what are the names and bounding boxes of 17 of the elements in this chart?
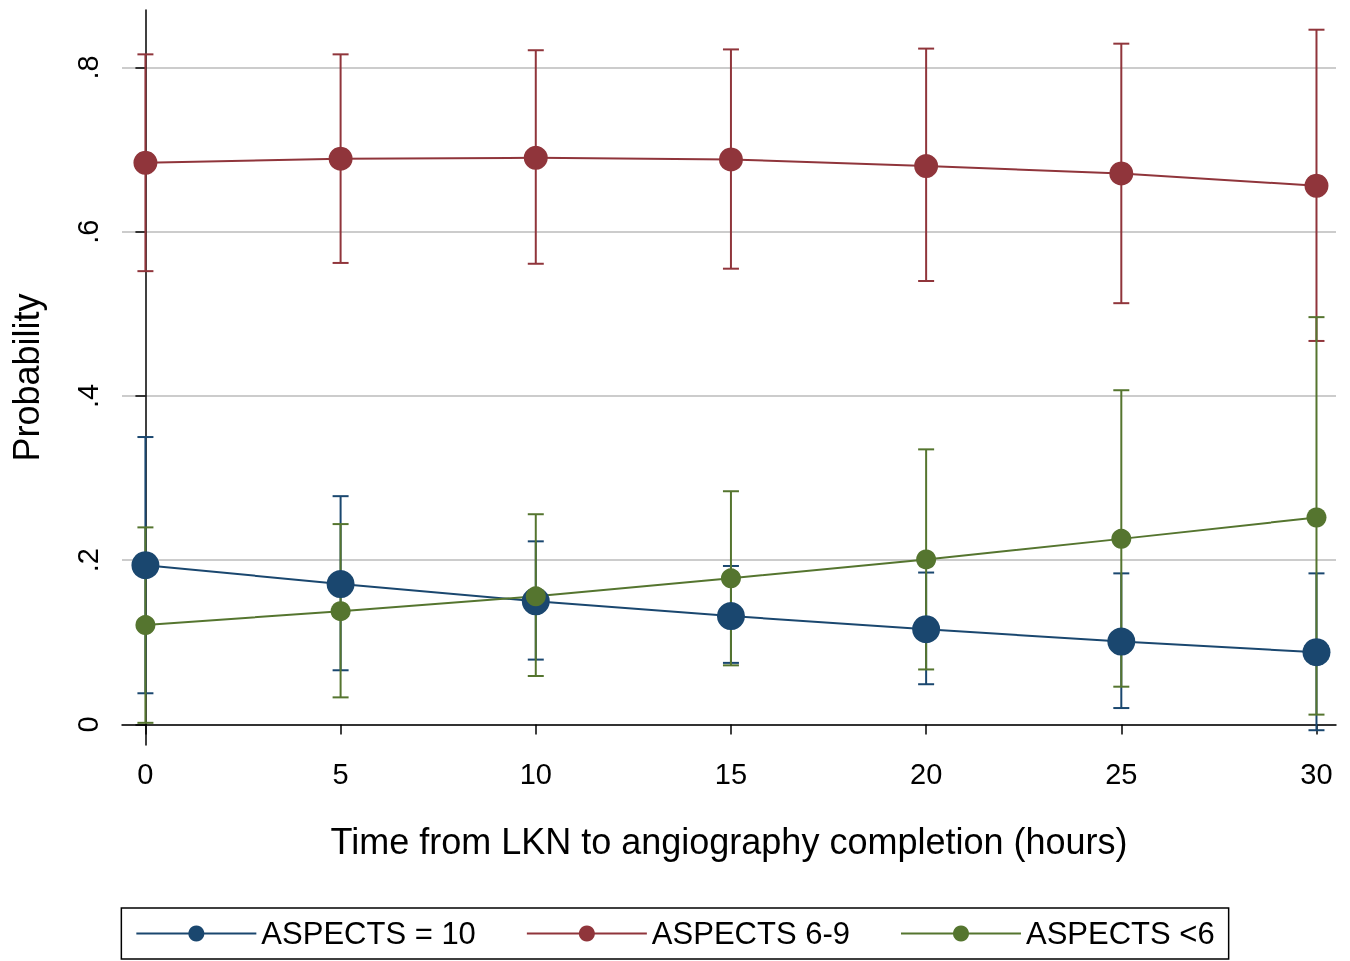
x-tick-label: 30 <box>1300 757 1333 790</box>
legend-label: ASPECTS <6 <box>1025 916 1215 951</box>
x-tick-label: 25 <box>1105 757 1138 790</box>
x-tick-label: 20 <box>910 757 943 790</box>
y-tick-label: .2 <box>71 548 104 573</box>
x-axis-title: Time from LKN to angiography completion (hours) <box>330 820 1128 862</box>
legend-label: ASPECTS 6-9 <box>651 916 850 951</box>
x-tick-label: 15 <box>714 757 748 790</box>
y-tick-label: .6 <box>71 219 104 244</box>
legend-label: ASPECTS = 10 <box>261 916 476 951</box>
y-axis-title: Probability <box>5 293 47 462</box>
y-tick-label: .8 <box>71 55 104 80</box>
x-tick-label: 10 <box>519 757 552 790</box>
y-tick-label: 0 <box>71 716 104 733</box>
x-tick-label: 0 <box>137 757 154 790</box>
x-tick-label: 5 <box>332 757 349 790</box>
y-tick-label: .4 <box>71 383 104 409</box>
